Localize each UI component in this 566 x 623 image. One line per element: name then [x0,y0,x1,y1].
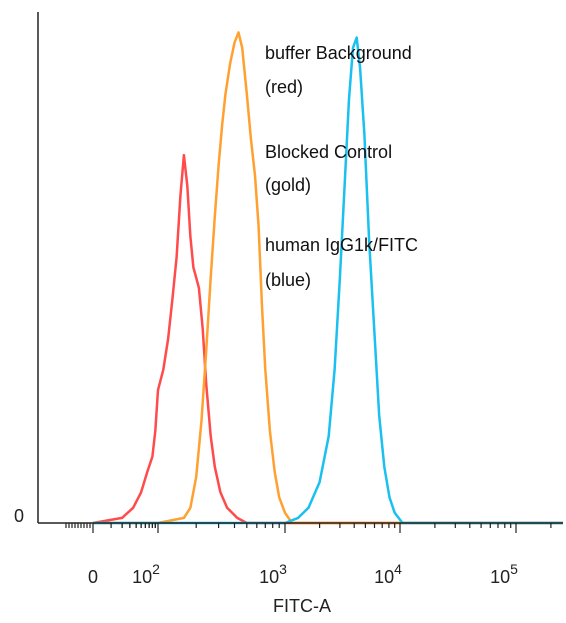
series-curves [93,32,563,523]
y-tick-label-0: 0 [14,506,24,526]
series-curve-gold [93,32,563,523]
legend-item-2-line2: (gold) [265,175,311,195]
x-axis-title: FITC-A [273,596,331,616]
legend-item-2-line1: Blocked Control [265,142,392,162]
legend-item-3-line2: (blue) [265,270,311,290]
x-axis-ticks [66,523,551,533]
x-tick-label-1: 102 [132,561,160,587]
x-tick-label-2: 103 [259,561,287,587]
legend-item-1-line2: (red) [265,77,303,97]
series-curve-blue [93,38,563,523]
legend-item-3-line1: human IgG1k/FITC [265,235,418,255]
legend-item-1-line1: buffer Background [265,43,412,63]
x-tick-label-0: 0 [88,567,98,587]
series-curve-red [93,155,563,523]
x-axis-tick-labels: 0 102 103 104 105 [88,561,518,587]
x-tick-label-3: 104 [374,561,402,587]
x-tick-label-4: 105 [490,561,518,587]
legend: buffer Background (red) Blocked Control … [265,43,418,290]
